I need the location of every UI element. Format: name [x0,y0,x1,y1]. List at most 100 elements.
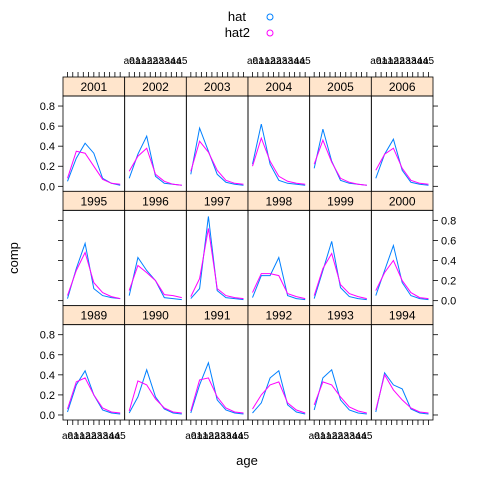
series-hat2-2000 [375,259,429,300]
series-hat2-1999 [313,252,367,300]
strip-label-2004: 2004 [265,80,292,94]
x-tick-label-bottom-col4-5: a3 [338,431,350,442]
x-tick-label-top-col1-8: a4 [170,56,182,67]
series-hat-1996 [128,256,182,301]
panel-box-1997 [185,209,249,307]
panel-box-1989 [62,324,126,421]
x-tick-label-bottom-col2-9: a5 [238,431,250,442]
strip-label-1992: 1992 [265,309,292,323]
y-tick-label-right-row1-2: 0.4 [441,256,456,268]
y-tick-label-left-row0-3: 0.6 [40,121,55,133]
axes: 0.0 0.2 0.4 0.6 0.8 0.0 0.2 0.4 0.6 0.8 0.0 0.2 0.4 0… [40,56,457,442]
y-tick-label-left-row0-0: 0.0 [40,181,55,193]
x-tick-label-top-col5-7: a4 [411,56,423,67]
panel-box-2003 [185,95,249,192]
series-hat2-2005 [313,138,367,186]
y-tick-label-right-row1-0: 0.0 [441,296,456,308]
panel-box-2001 [62,95,126,192]
strip-label-1995: 1995 [80,194,107,208]
panel-2000: 2000 [370,190,434,307]
x-axis-title: age [236,453,258,468]
panel-2006: 2006 [370,76,434,192]
x-tick-label-top-col3-5: a3 [276,56,288,67]
x-tick-label-top-col1-3: a2 [141,56,153,67]
series-hat2-2001 [67,150,121,185]
x-tick-label-bottom-col2-8: a4 [232,431,244,442]
panel-box-2005 [309,95,372,192]
strip-label-1997: 1997 [204,194,231,208]
panel-box-1991 [185,324,249,421]
x-tick-label-top-col5-4: a2 [394,56,406,67]
y-tick-label-left-row2-0: 0.0 [40,410,55,422]
series-hat2-1991 [190,377,244,414]
series-hat2-1997 [190,228,244,300]
series-hat-1992 [252,369,306,415]
x-tick-label-bottom-col0-3: a2 [79,431,91,442]
strip-label-2002: 2002 [142,80,169,94]
strip-label-1996: 1996 [142,194,169,208]
x-tick-label-bottom-col2-6: a3 [220,431,232,442]
panel-1994: 1994 [370,305,434,421]
x-tick-label-top-col3-2: a1 [259,56,271,67]
x-tick-label-bottom-col4-7: a4 [350,431,362,442]
x-tick-label-bottom-col4-4: a2 [332,431,344,442]
panel-1996: 1996 [124,190,187,307]
strip-label-1994: 1994 [389,309,416,323]
x-tick-label-top-col3-8: a4 [294,56,306,67]
x-tick-label-top-col1-0: a0 [124,56,136,67]
panel-1998: 1998 [247,190,311,307]
y-tick-label-left-row0-1: 0.2 [40,161,55,173]
strip-label-2003: 2003 [204,80,231,94]
panels: 2001 2002 2003 2004 2005 2006 1995 1996 1997 1998… [62,76,434,421]
strip-label-1993: 1993 [327,309,354,323]
x-tick-label-top-col3-4: a2 [270,56,282,67]
x-tick-label-bottom-col4-2: a1 [320,431,332,442]
series-hat-2001 [67,142,121,186]
x-tick-label-bottom-col4-9: a5 [361,431,373,442]
x-tick-label-top-col1-4: a2 [147,56,159,67]
x-tick-label-bottom-col0-5: a3 [91,431,103,442]
x-tick-label-bottom-col2-4: a2 [209,431,221,442]
panel-box-1990 [124,324,187,421]
panel-box-1994 [370,324,434,421]
x-tick-label-bottom-col0-4: a2 [85,431,97,442]
x-tick-label-top-col5-1: a1 [376,56,388,67]
y-tick-label-left-row0-2: 0.4 [40,141,55,153]
x-tick-label-top-col1-1: a1 [129,56,141,67]
series-hat2-2004 [252,136,306,185]
series-hat-2004 [252,123,306,186]
legend-label-hat: hat [228,9,246,24]
x-tick-label-top-col3-3: a2 [264,56,276,67]
x-tick-label-top-col5-5: a3 [400,56,412,67]
legend-marker-hat2 [266,29,274,37]
series-hat2-1995 [67,251,121,300]
x-tick-label-top-col1-7: a4 [165,56,177,67]
x-tick-label-bottom-col0-8: a4 [109,431,121,442]
series-hat2-1993 [313,381,367,414]
series-hat2-1996 [128,264,182,299]
x-tick-label-top-col5-3: a2 [388,56,400,67]
series-hat-2002 [128,134,182,186]
y-tick-label-right-row1-1: 0.2 [441,276,456,288]
panel-1995: 1995 [62,190,126,307]
x-tick-label-top-col5-9: a5 [423,56,435,67]
series-hat-1990 [128,368,182,415]
series-hat-1995 [67,241,121,300]
series-hat-2006 [375,137,429,186]
x-tick-label-bottom-col0-6: a3 [97,431,109,442]
panel-box-1996 [124,209,187,307]
panel-box-1993 [309,324,372,421]
strip-label-2000: 2000 [389,194,416,208]
panel-box-1995 [62,209,126,307]
strip-label-1990: 1990 [142,309,169,323]
x-tick-label-bottom-col2-0: a0 [185,431,197,442]
series-hat2-2003 [190,140,244,185]
panel-2004: 2004 [247,76,311,192]
series-hat-2003 [190,126,244,186]
x-tick-label-bottom-col2-3: a2 [203,431,215,442]
panel-box-2002 [124,95,187,192]
series-hat-1997 [190,216,244,301]
strip-label-1989: 1989 [80,309,107,323]
x-tick-label-bottom-col4-0: a0 [309,431,321,442]
panel-1997: 1997 [185,190,249,307]
